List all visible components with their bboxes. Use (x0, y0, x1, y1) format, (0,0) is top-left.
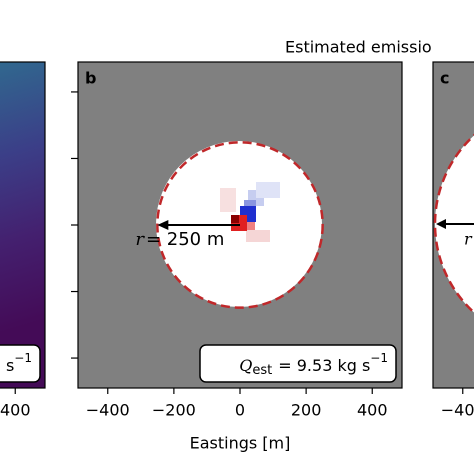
radius-text: = 250 m (146, 229, 224, 250)
unit-exponent: −1 (14, 351, 32, 365)
arrowhead (157, 220, 169, 230)
q-subscript: est (252, 363, 272, 378)
pixel (220, 188, 236, 212)
unit-exponent: −1 (370, 351, 388, 365)
x-axis-label: Eastings [m] (190, 434, 291, 453)
label-box (199, 344, 397, 383)
radius-symbol: r (135, 229, 145, 250)
emission-label: s−1 (6, 351, 32, 375)
radius-label: r = 250 m (135, 229, 224, 250)
unit-text: s (6, 356, 14, 375)
pixel (246, 230, 270, 242)
emission-label: Qest = 9.53 kg s−1 (239, 351, 388, 378)
panel-letter: b (85, 69, 96, 88)
arrowhead-c (436, 219, 446, 229)
x-tick-label: −400 (86, 401, 130, 420)
heatmap-left (0, 61, 46, 389)
label-box (0, 344, 41, 383)
x-tick-label: 200 (291, 401, 322, 420)
pixel (247, 222, 255, 230)
x-tick-label: 0 (235, 401, 245, 420)
pixel (256, 182, 280, 198)
x-tick-label: 400 (0, 401, 31, 420)
q-text: = 9.53 kg s (278, 356, 370, 375)
figure-title: Estimated emissio (285, 38, 432, 57)
radius-symbol: r (464, 230, 473, 249)
x-tick-label: −400 (441, 401, 474, 420)
panel-letter: c (440, 69, 449, 88)
x-tick-label: −200 (152, 401, 196, 420)
pixel (231, 215, 239, 223)
q-symbol: Q (239, 356, 252, 375)
x-tick-label: 400 (357, 401, 388, 420)
